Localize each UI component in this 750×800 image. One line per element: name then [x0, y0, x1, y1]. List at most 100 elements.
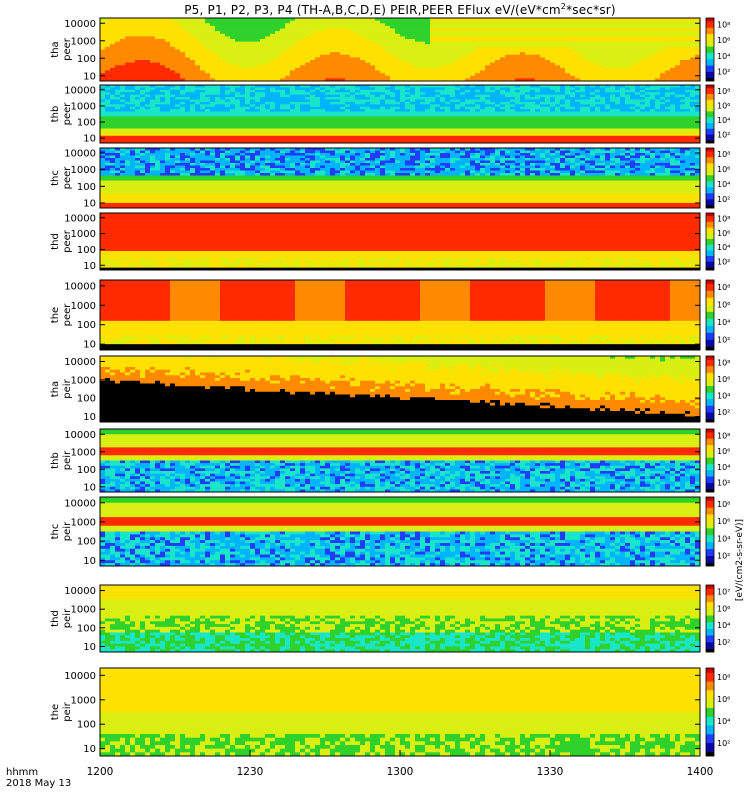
colorbar-swatch [706, 27, 714, 30]
heat-cell [345, 20, 351, 24]
heat-cell [285, 70, 291, 74]
heat-cell [285, 89, 291, 93]
heat-cell [395, 18, 401, 21]
heat-cell [265, 111, 271, 115]
heat-cell [145, 116, 151, 120]
heat-cell [295, 126, 301, 129]
heat-cell [405, 31, 411, 35]
heat-cell [225, 97, 231, 100]
heat-cell [490, 92, 496, 95]
heat-cell [525, 67, 531, 71]
heat-cell [145, 118, 151, 122]
heat-cell [405, 41, 411, 45]
heat-cell [205, 123, 211, 127]
heat-cell [520, 44, 526, 48]
heat-cell [490, 111, 496, 115]
heat-cell [545, 60, 551, 63]
heat-cell [275, 135, 281, 139]
heat-cell [670, 67, 676, 71]
heat-cell [515, 60, 521, 63]
heat-cell [505, 114, 511, 117]
heat-cell [130, 97, 136, 100]
heat-cell [420, 92, 426, 95]
heat-cell [230, 49, 236, 53]
heat-cell [145, 128, 151, 132]
heat-cell [435, 70, 441, 74]
heat-cell [255, 111, 261, 115]
heat-cell [650, 62, 656, 66]
heat-cell [195, 75, 201, 79]
heat-cell [645, 36, 651, 40]
heat-cell [325, 118, 331, 122]
heat-cell [245, 121, 251, 124]
heat-cell [180, 73, 186, 77]
heat-cell [430, 62, 436, 66]
heat-cell [315, 85, 321, 88]
heat-cell [445, 133, 451, 137]
heat-cell [460, 39, 466, 42]
heat-cell [625, 39, 631, 42]
heat-cell [520, 128, 526, 132]
heat-cell [310, 128, 316, 132]
heat-cell [370, 111, 376, 115]
heat-cell [280, 118, 286, 122]
heat-cell [605, 33, 611, 37]
heat-cell [475, 36, 481, 40]
heat-cell [600, 67, 606, 71]
heat-cell [255, 118, 261, 122]
heat-cell [250, 126, 256, 129]
heat-cell [510, 18, 516, 21]
heat-cell [175, 20, 181, 24]
heat-cell [515, 67, 521, 71]
heat-cell [190, 138, 196, 141]
heat-cell [115, 28, 121, 32]
heat-cell [550, 57, 556, 61]
heat-cell [180, 65, 186, 69]
heat-cell [220, 39, 226, 42]
heat-cell [225, 39, 231, 42]
heat-cell [215, 57, 221, 61]
heat-cell [255, 60, 261, 63]
heat-cell [170, 46, 176, 50]
heat-cell [665, 75, 671, 79]
heat-cell [270, 106, 276, 110]
heat-cell [600, 62, 606, 66]
y-tick-label: 10000 [64, 19, 96, 30]
heat-cell [360, 128, 366, 132]
heat-cell [125, 28, 131, 32]
heat-cell [375, 99, 381, 103]
heat-cell [325, 23, 331, 27]
heat-cell [175, 85, 181, 88]
colorbar-swatch [706, 76, 714, 79]
heat-cell [360, 99, 366, 103]
heat-cell [290, 78, 296, 82]
heat-cell [625, 28, 631, 32]
heat-cell [200, 126, 206, 129]
heat-cell [495, 54, 501, 58]
heat-cell [410, 70, 416, 74]
heat-cell [475, 78, 481, 82]
heat-cell [295, 60, 301, 63]
heat-cell [525, 92, 531, 95]
heat-cell [225, 133, 231, 137]
heat-cell [395, 87, 401, 91]
heat-cell [105, 92, 111, 95]
heat-cell [215, 99, 221, 103]
heat-cell [250, 92, 256, 95]
heat-cell [465, 41, 471, 45]
heat-cell [280, 57, 286, 61]
heat-cell [435, 126, 441, 129]
heat-cell [410, 73, 416, 77]
heat-cell [240, 46, 246, 50]
heat-cell [685, 65, 691, 69]
heat-cell [100, 60, 106, 63]
heat-cell [415, 118, 421, 122]
heat-cell [460, 28, 466, 32]
heat-cell [320, 41, 326, 45]
heat-cell [475, 85, 481, 88]
heat-cell [510, 85, 516, 88]
heat-cell [245, 128, 251, 132]
heat-cell [475, 73, 481, 77]
heat-cell [330, 89, 336, 93]
heat-cell [415, 114, 421, 117]
